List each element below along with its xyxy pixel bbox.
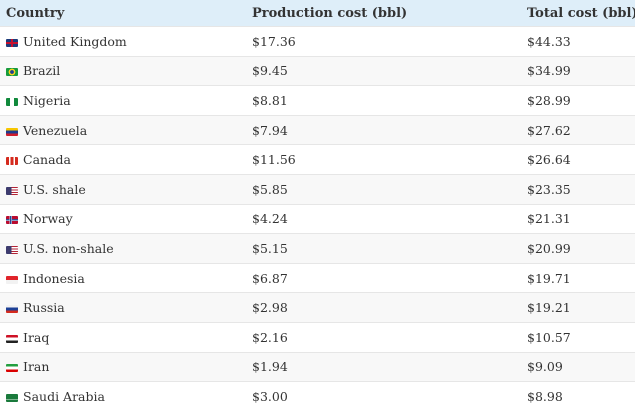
table-row: Iraq $2.16 $10.57 xyxy=(0,321,635,353)
production-cost-cell: $4.24 xyxy=(246,203,521,234)
production-cost-cell: $1.94 xyxy=(246,351,521,382)
total-cost-cell: $8.98 xyxy=(521,381,635,411)
flag-canada-icon xyxy=(6,157,18,166)
country-name: Russia xyxy=(23,300,65,316)
table-row: U.S. non-shale $5.15 $20.99 xyxy=(0,233,635,264)
table-row: Saudi Arabia $3.00 $8.98 xyxy=(0,381,635,411)
country-name: Venezuela xyxy=(23,122,88,138)
table-row: Russia $2.98 $19.21 xyxy=(0,292,635,323)
production-cost-cell: $17.36 xyxy=(246,26,521,57)
table-row: Venezuela $7.94 $27.62 xyxy=(0,114,635,145)
total-cost-cell: $28.99 xyxy=(521,85,635,116)
flag-uk-icon xyxy=(6,38,18,47)
country-name: Saudi Arabia xyxy=(23,388,105,404)
country-cell: United Kingdom xyxy=(0,26,246,57)
table-header-row: Country Production cost (bbl) Total cost… xyxy=(0,0,635,27)
flag-iraq-icon xyxy=(6,334,18,343)
total-cost-cell: $44.33 xyxy=(521,26,635,57)
country-name: Iraq xyxy=(23,329,50,345)
country-name: Brazil xyxy=(23,63,61,79)
production-cost-cell: $8.81 xyxy=(246,85,521,116)
production-cost-cell: $6.87 xyxy=(246,262,521,293)
flag-brazil-icon xyxy=(6,68,18,77)
total-cost-cell: $23.35 xyxy=(521,173,635,205)
country-cell: U.S. shale xyxy=(0,173,246,205)
total-cost-cell: $27.62 xyxy=(521,114,635,145)
table-row: Iran $1.94 $9.09 xyxy=(0,351,635,382)
production-cost-cell: $2.98 xyxy=(246,292,521,323)
production-cost-cell: $5.85 xyxy=(246,173,521,205)
column-header-country[interactable]: Country xyxy=(0,0,246,27)
country-cell: Indonesia xyxy=(0,262,246,293)
flag-usa-icon xyxy=(6,245,18,254)
table-row: U.S. shale $5.85 $23.35 xyxy=(0,173,635,205)
total-cost-cell: $34.99 xyxy=(521,55,635,86)
country-name: United Kingdom xyxy=(23,33,127,49)
flag-nigeria-icon xyxy=(6,97,18,106)
country-cell: Brazil xyxy=(0,55,246,86)
table-row: Norway $4.24 $21.31 xyxy=(0,203,635,234)
flag-indonesia-icon xyxy=(6,275,18,284)
total-cost-cell: $26.64 xyxy=(521,144,635,175)
production-cost-cell: $5.15 xyxy=(246,233,521,264)
country-name: Norway xyxy=(23,211,73,227)
table-row: Nigeria $8.81 $28.99 xyxy=(0,85,635,116)
production-cost-cell: $7.94 xyxy=(246,114,521,145)
column-header-total-cost[interactable]: Total cost (bbl)* xyxy=(521,0,635,27)
column-header-production-cost[interactable]: Production cost (bbl) xyxy=(246,0,521,27)
country-cell: Norway xyxy=(0,203,246,234)
country-name: U.S. non-shale xyxy=(23,240,114,256)
total-cost-cell: $20.99 xyxy=(521,233,635,264)
country-cell: Russia xyxy=(0,292,246,323)
country-cell: Saudi Arabia xyxy=(0,381,246,411)
country-name: Canada xyxy=(23,152,71,168)
country-cell: Iraq xyxy=(0,321,246,353)
country-name: U.S. shale xyxy=(23,181,86,197)
country-cell: Nigeria xyxy=(0,85,246,116)
flag-venezuela-icon xyxy=(6,127,18,136)
table-row: Canada $11.56 $26.64 xyxy=(0,144,635,175)
total-cost-cell: $10.57 xyxy=(521,321,635,353)
production-cost-cell: $9.45 xyxy=(246,55,521,86)
country-name: Iran xyxy=(23,359,50,375)
table-row: Indonesia $6.87 $19.71 xyxy=(0,262,635,293)
production-cost-cell: $2.16 xyxy=(246,321,521,353)
total-cost-cell: $19.71 xyxy=(521,262,635,293)
country-cell: Canada xyxy=(0,144,246,175)
country-cell: Venezuela xyxy=(0,114,246,145)
flag-russia-icon xyxy=(6,305,18,314)
total-cost-cell: $21.31 xyxy=(521,203,635,234)
production-cost-cell: $11.56 xyxy=(246,144,521,175)
flag-iran-icon xyxy=(6,364,18,373)
table-row: Brazil $9.45 $34.99 xyxy=(0,55,635,86)
country-cell: U.S. non-shale xyxy=(0,233,246,264)
flag-usa-icon xyxy=(6,186,18,195)
total-cost-cell: $19.21 xyxy=(521,292,635,323)
country-cell: Iran xyxy=(0,351,246,382)
country-name: Nigeria xyxy=(23,92,71,108)
country-name: Indonesia xyxy=(23,270,85,286)
flag-saudi-arabia-icon xyxy=(6,393,18,402)
flag-norway-icon xyxy=(6,216,18,225)
production-cost-cell: $3.00 xyxy=(246,381,521,411)
total-cost-cell: $9.09 xyxy=(521,351,635,382)
table-row: United Kingdom $17.36 $44.33 xyxy=(0,26,635,57)
